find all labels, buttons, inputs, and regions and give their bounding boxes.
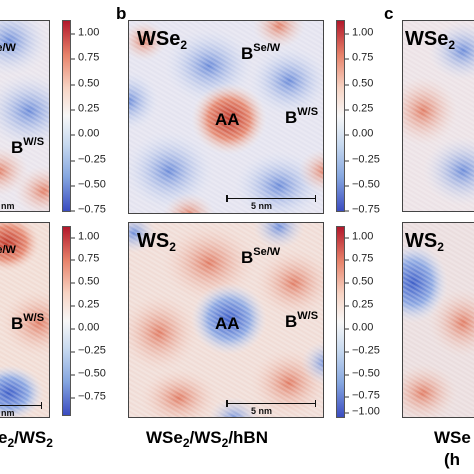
panel-b-bottom-bws-label: BW/S <box>285 310 319 331</box>
colorbar-b-top <box>336 20 345 212</box>
panel-c-bottom-title: WS2 <box>405 230 444 254</box>
colorbar-tick: 0.50 <box>70 275 100 288</box>
colorbar-tick: 0.50 <box>70 77 100 90</box>
colorbar-tick: 1.00 <box>70 26 100 39</box>
panel-b-bottom-scale-text: 5 nm <box>251 406 273 416</box>
panel-a-top-map: Se/W BW/S nm <box>0 20 50 212</box>
colorbar-tick: 0.25 <box>70 102 100 115</box>
colorbar-tick: 0.75 <box>70 51 100 64</box>
colorbar-tick: −1.00 <box>345 405 380 418</box>
colorbar-tick: 0.00 <box>70 127 100 140</box>
panel-b-top-bsew-label: BSe/W <box>241 42 281 63</box>
panel-a-top-bws-label: BW/S <box>11 136 45 157</box>
colorbar-tick: −0.75 <box>345 203 380 216</box>
panel-b-bottom-bsew-label: BSe/W <box>241 246 281 267</box>
panel-c-top-map: WSe2 <box>402 20 474 212</box>
colorbar-tick: 1.00 <box>344 230 374 243</box>
panel-b-bottom-map: WS2 BSe/W AA BW/S 5 nm <box>128 222 324 418</box>
colorbar-tick: 0.00 <box>344 127 374 140</box>
colorbar-tick: −0.25 <box>345 153 380 166</box>
panel-a-bottom-bsew-label: Se/W <box>0 244 16 256</box>
panel-b-top-heatmap <box>129 21 323 213</box>
panel-letter-b: b <box>116 4 127 23</box>
panel-b-top-scale-text: 5 nm <box>251 201 273 211</box>
panel-letter-c: c <box>384 4 394 23</box>
colorbar-tick: 1.00 <box>70 230 100 243</box>
colorbar-tick: −0.50 <box>71 178 106 191</box>
colorbar-tick: −0.25 <box>345 344 380 357</box>
panel-b-bottom-scalebar <box>226 400 316 407</box>
colorbar-tick: −0.50 <box>345 178 380 191</box>
colorbar-tick: 0.00 <box>344 321 374 334</box>
colorbar-tick: 0.25 <box>344 102 374 115</box>
panel-c-caption-line2: (h <box>444 450 461 469</box>
colorbar-tick: −0.25 <box>71 344 106 357</box>
panel-b-bottom-title: WS2 <box>137 230 176 254</box>
colorbar-a-bottom <box>62 226 71 416</box>
panel-a-bottom-heatmap <box>0 223 49 417</box>
colorbar-tick: 0.00 <box>70 321 100 334</box>
colorbar-tick: 0.75 <box>344 51 374 64</box>
colorbar-tick: 1.00 <box>344 26 374 39</box>
panel-c-bottom-map: WS2 <box>402 222 474 418</box>
panel-b-top-map: WSe2 BSe/W AA BW/S 5 nm <box>128 20 324 214</box>
colorbar-tick: 0.75 <box>344 252 374 265</box>
panel-c-bottom-heatmap <box>403 223 474 417</box>
colorbar-tick: 0.50 <box>344 275 374 288</box>
panel-a-bottom-scalebar <box>0 402 42 409</box>
panel-c-top-title: WSe2 <box>405 28 456 52</box>
colorbar-tick: 0.75 <box>70 252 100 265</box>
panel-b-caption: WSe2/WS2/hBN <box>146 428 268 450</box>
colorbar-tick: −0.50 <box>71 367 106 380</box>
panel-c-top-heatmap <box>403 21 474 211</box>
colorbar-tick: 0.50 <box>344 77 374 90</box>
panel-a-top-bsew-label: Se/W <box>0 42 16 54</box>
colorbar-tick: −0.75 <box>71 203 106 216</box>
colorbar-tick: −0.75 <box>345 389 380 402</box>
colorbar-tick: 0.25 <box>344 298 374 311</box>
colorbar-tick: −0.25 <box>71 153 106 166</box>
panel-a-bottom-map: Se/W BW/S nm <box>0 222 50 418</box>
panel-a-bottom-bws-label: BW/S <box>11 312 45 333</box>
panel-b-top-title: WSe2 <box>137 28 188 52</box>
panel-b-bottom-aa-label: AA <box>215 314 240 333</box>
colorbar-a-top <box>62 20 71 212</box>
colorbar-b-bottom <box>336 226 345 418</box>
colorbar-tick: −0.50 <box>345 367 380 380</box>
panel-a-caption: e2/WS2 <box>0 428 53 450</box>
panel-b-bottom-heatmap <box>129 223 323 417</box>
panel-b-top-aa-label: AA <box>215 110 240 129</box>
colorbar-tick: −0.75 <box>71 390 106 403</box>
panel-a-top-heatmap <box>0 21 49 211</box>
panel-b-top-bws-label: BW/S <box>285 106 319 127</box>
colorbar-tick: 0.25 <box>70 298 100 311</box>
panel-c-caption-line1: WSe <box>434 428 471 447</box>
panel-a-top-scale-text: nm <box>1 201 15 211</box>
panel-b-top-scalebar <box>226 195 316 202</box>
panel-a-bottom-scale-text: nm <box>1 408 15 418</box>
